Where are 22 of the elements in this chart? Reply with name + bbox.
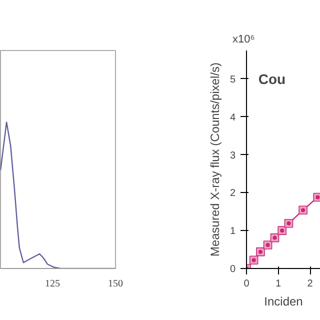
text: Cou bbox=[258, 70, 286, 87]
point bbox=[256, 247, 265, 256]
y-tick-label: 5 bbox=[230, 74, 236, 86]
y-tick-label: 0 bbox=[230, 264, 236, 275]
y-axis-title: Measured X-ray flux (Counts/pixel/s) bbox=[208, 62, 222, 257]
point bbox=[284, 218, 294, 228]
x-tick-label: 150 bbox=[108, 278, 123, 290]
y-tick-label: 1 bbox=[230, 226, 236, 238]
point bbox=[249, 256, 258, 265]
x-axis-title: Inciden bbox=[264, 294, 303, 308]
text: x10⁶ bbox=[232, 34, 255, 46]
point bbox=[263, 240, 272, 250]
point bbox=[270, 233, 280, 242]
y-tick-label: 3 bbox=[230, 150, 236, 162]
x-tick-label: 2 bbox=[307, 278, 314, 290]
x-tick-label: 125 bbox=[44, 278, 60, 290]
y-tick-label: 2 bbox=[230, 188, 236, 200]
point bbox=[298, 206, 308, 215]
point bbox=[278, 226, 286, 235]
y-tick-label: 4 bbox=[230, 112, 236, 124]
x-tick-label: 1 bbox=[275, 278, 282, 290]
x-tick-label: 0 bbox=[244, 278, 250, 290]
